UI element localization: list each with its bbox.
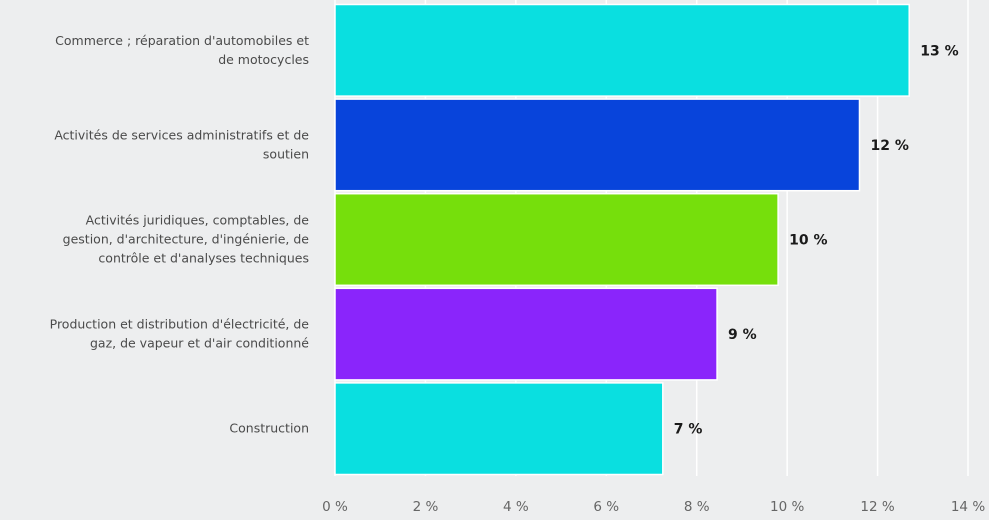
category-label: Production et distribution d'électricité… xyxy=(50,317,310,351)
category-label: Commerce ; réparation d'automobiles et de… xyxy=(55,33,309,67)
data-label: 10 % xyxy=(789,233,827,249)
category-label: Construction xyxy=(229,421,309,436)
bar xyxy=(334,382,664,476)
data-label: 13 % xyxy=(920,43,958,59)
data-label: 12 % xyxy=(870,138,908,154)
bars xyxy=(334,3,910,476)
category-label: Activités de services administratifs et … xyxy=(54,127,309,161)
bar xyxy=(334,3,910,97)
x-tick-label: 8 % xyxy=(684,499,710,515)
data-label: 9 % xyxy=(728,327,757,343)
bar xyxy=(334,192,779,287)
bar xyxy=(334,98,861,192)
x-tick-label: 4 % xyxy=(503,499,529,515)
x-tick-label: 10 % xyxy=(770,499,804,515)
x-tick-label: 14 % xyxy=(951,499,985,515)
bar xyxy=(334,287,718,381)
value-labels: 13 % 12 % 10 % 9 % 7 % xyxy=(674,43,959,437)
x-tick-label: 6 % xyxy=(593,499,619,515)
x-tick-label: 0 % xyxy=(322,499,348,515)
x-tick-label: 12 % xyxy=(860,499,894,515)
x-axis-ticks: 0 % 2 % 4 % 6 % 8 % 10 % 12 % 14 % xyxy=(322,499,985,515)
category-label: Activités juridiques, comptables, de gest… xyxy=(63,213,310,266)
x-tick-label: 2 % xyxy=(413,499,439,515)
category-labels: Commerce ; réparation d'automobiles et de… xyxy=(50,33,310,436)
data-label: 7 % xyxy=(674,422,703,438)
